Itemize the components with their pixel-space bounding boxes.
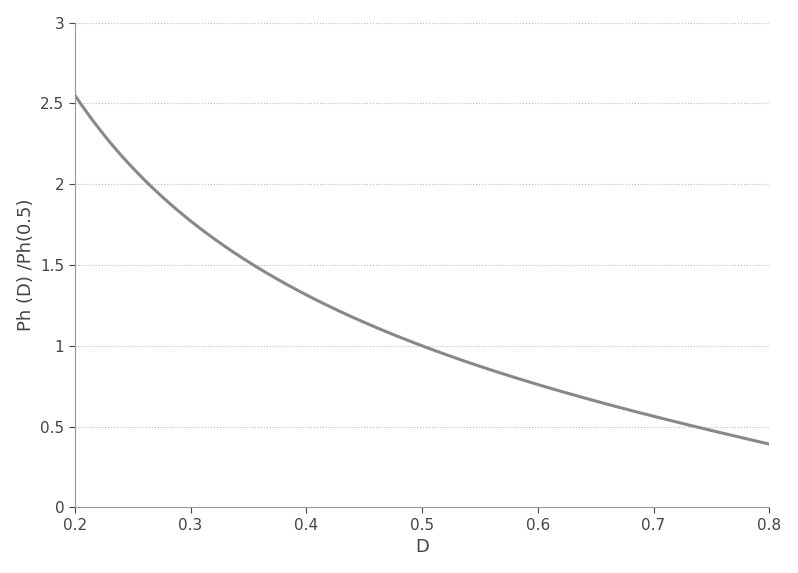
X-axis label: D: D: [415, 538, 429, 556]
Y-axis label: Ph (D) /Ph(0.5): Ph (D) /Ph(0.5): [17, 199, 34, 331]
